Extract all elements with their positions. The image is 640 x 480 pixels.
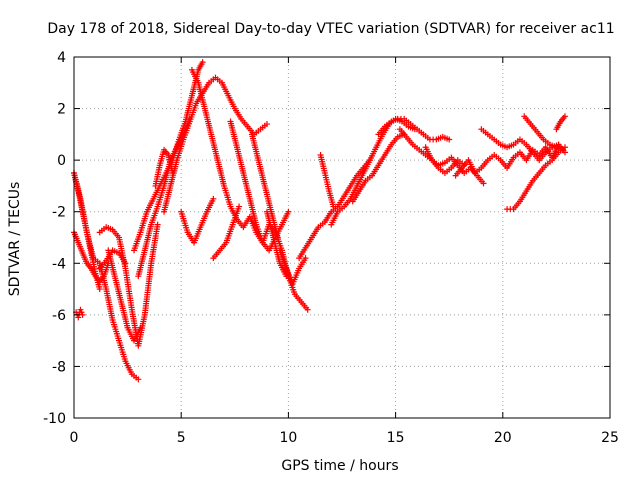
series-track-28 xyxy=(521,113,566,153)
data-point xyxy=(154,221,161,228)
data-point xyxy=(559,146,566,153)
data-point xyxy=(561,113,568,120)
y-tick-label: -4 xyxy=(52,256,66,272)
data-point xyxy=(96,286,103,293)
data-point xyxy=(135,376,142,383)
series-track-13 xyxy=(210,203,243,262)
y-tick-label: -8 xyxy=(52,359,66,375)
x-tick-label: 15 xyxy=(387,430,405,446)
y-tick-label: -6 xyxy=(52,308,66,324)
data-point xyxy=(122,260,129,267)
data-point xyxy=(210,195,217,202)
series-track-11 xyxy=(178,195,217,246)
data-point xyxy=(283,273,290,280)
axis-ticks xyxy=(73,56,611,419)
y-tick-label: 0 xyxy=(57,153,66,169)
tick-labels: 0 5 10 15 20 25 -10 -8 -6 -4 -2 0 2 4 xyxy=(43,50,619,446)
data-point xyxy=(330,203,337,210)
grid xyxy=(74,57,610,418)
data-point xyxy=(446,136,453,143)
data-point xyxy=(199,59,206,66)
series-track-22 xyxy=(375,115,453,143)
y-tick-label: 2 xyxy=(57,102,66,118)
series-track-30 xyxy=(96,247,129,272)
series-track-14 xyxy=(227,118,292,254)
data-marks xyxy=(71,59,568,383)
data-point xyxy=(304,306,311,313)
data-point xyxy=(236,203,243,210)
series-track-29 xyxy=(553,113,568,133)
y-tick-label: -10 xyxy=(43,411,66,427)
x-tick-label: 0 xyxy=(70,430,79,446)
series-track-17 xyxy=(276,247,309,287)
chart-title: Day 178 of 2018, Sidereal Day-to-day VTE… xyxy=(47,21,614,37)
data-point xyxy=(302,255,309,262)
series-track-24 xyxy=(422,144,468,177)
data-point xyxy=(480,180,487,187)
x-tick-label: 20 xyxy=(494,430,512,446)
series-track-10 xyxy=(161,74,270,215)
x-axis-label: GPS time / hours xyxy=(281,458,398,474)
series-track-5 xyxy=(96,221,161,349)
series-track-6 xyxy=(105,247,144,344)
series-track-23 xyxy=(396,126,487,187)
data-point xyxy=(79,311,86,318)
series-track-3 xyxy=(71,229,112,285)
series-track-2 xyxy=(73,306,86,321)
x-tick-label: 25 xyxy=(601,430,619,446)
y-tick-label: 4 xyxy=(57,50,66,66)
series-track-8 xyxy=(135,115,193,280)
series-track-18 xyxy=(296,157,373,262)
plot-frame xyxy=(73,56,611,419)
series-track-26 xyxy=(478,126,562,164)
data-point xyxy=(137,324,144,331)
series-track-19 xyxy=(317,151,337,210)
x-tick-label: 5 xyxy=(177,430,186,446)
data-point xyxy=(263,121,270,128)
data-point xyxy=(285,208,292,215)
y-tick-label: -2 xyxy=(52,205,66,221)
y-axis-label: SDTVAR / TECUs xyxy=(7,182,23,297)
x-tick-label: 10 xyxy=(279,430,297,446)
